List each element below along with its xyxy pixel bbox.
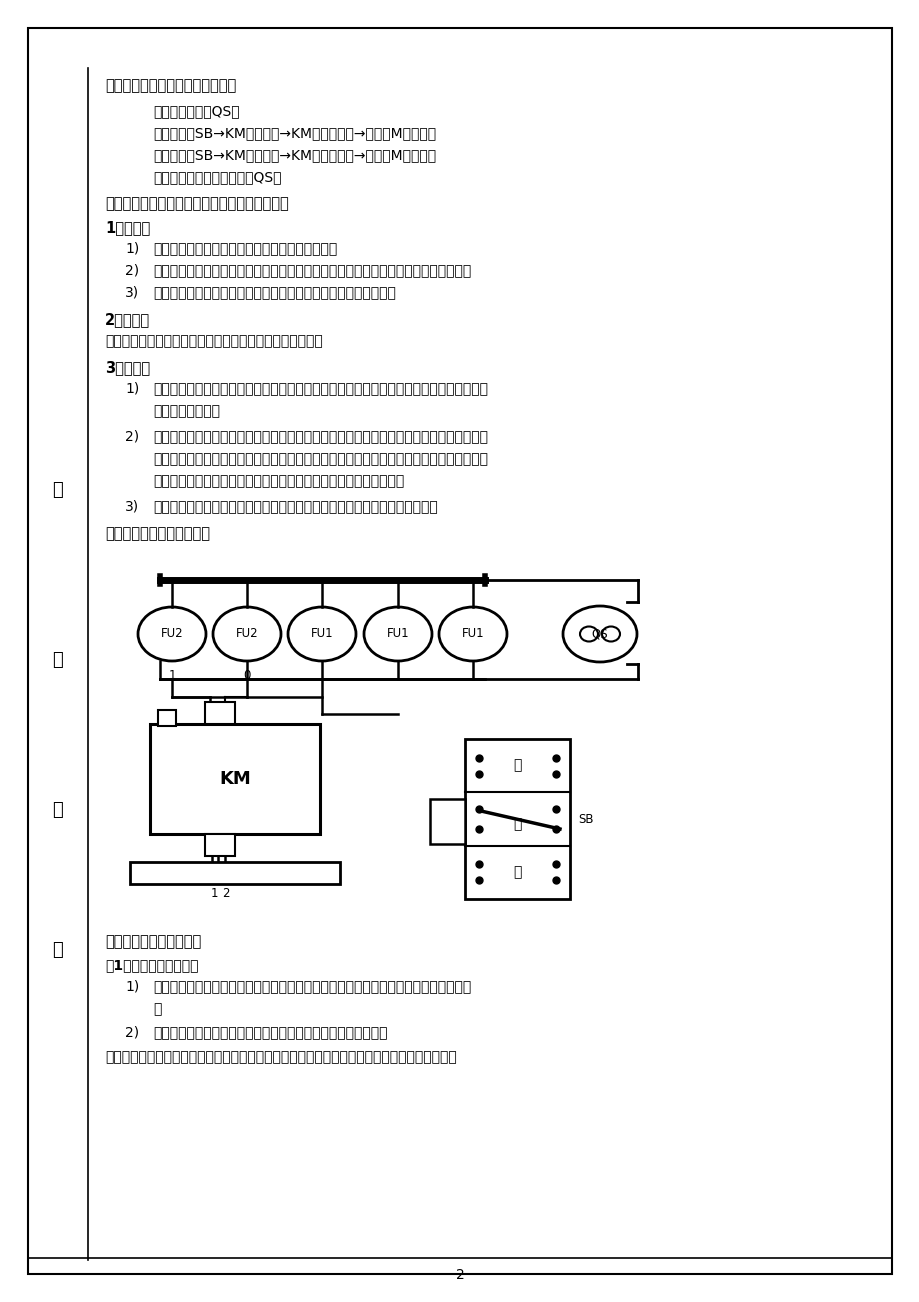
Text: 过: 过	[52, 801, 63, 819]
Text: 1): 1)	[125, 242, 139, 256]
Text: 程: 程	[52, 941, 63, 960]
Text: 各元件的安装位置应整齐、匀称，间距合理，便于元件的更换。: 各元件的安装位置应整齐、匀称，间距合理，便于元件的更换。	[153, 1026, 387, 1040]
Text: 三、点动正转控制线路工作原理：: 三、点动正转控制线路工作原理：	[105, 78, 236, 92]
Text: 黑: 黑	[513, 816, 521, 831]
Text: 接线图中的导线有单根导线、导线组、电缆等之分，可用连续或中断线表示。: 接线图中的导线有单根导线、导线组、电缆等之分，可用连续或中断线表示。	[153, 500, 437, 514]
Text: 1、电路图: 1、电路图	[105, 220, 150, 234]
Text: 2): 2)	[125, 264, 139, 279]
Text: FU2: FU2	[235, 628, 258, 641]
Text: 电气设备和电器元件的相对位置、文字符号、端子号、导线号、导线类型、导线截面积、屏: 电气设备和电器元件的相对位置、文字符号、端子号、导线号、导线类型、导线截面积、屏	[153, 381, 487, 396]
Bar	[429, 799, 464, 844]
Text: 停止：松开SB→KM线圈失电→KM主触头分断→电动机M失电停转: 停止：松开SB→KM线圈失电→KM主触头分断→电动机M失电停转	[153, 148, 436, 161]
Ellipse shape	[562, 605, 636, 661]
Text: 所有的电气设备和电器元件都应按其所在的实际位置绘制在图纸上，且同一电器的各元件应: 所有的电气设备和电器元件都应按其所在的实际位置绘制在图纸上，且同一电器的各元件应	[153, 430, 487, 444]
Text: 停止使用时，断开电源开关QS。: 停止使用时，断开电源开关QS。	[153, 171, 281, 184]
Text: 3): 3)	[125, 500, 139, 514]
Text: QS: QS	[591, 628, 607, 641]
Text: 3): 3)	[125, 286, 139, 299]
Ellipse shape	[213, 607, 280, 661]
Text: 2: 2	[455, 1268, 464, 1282]
Text: 1: 1	[168, 669, 176, 682]
Text: 电路图一般分电源电路、主电路和辅助电路三部分: 电路图一般分电源电路、主电路和辅助电路三部分	[153, 242, 337, 256]
Text: 2: 2	[222, 887, 230, 900]
Ellipse shape	[138, 607, 206, 661]
Bar	[158, 710, 176, 727]
Text: FU1: FU1	[461, 628, 483, 641]
Text: 紧固各元件时，用力要均匀，紧固程度适当。在紧固熔断器、接触器等易碎元件时，应该用手按: 紧固各元件时，用力要均匀，紧固程度适当。在紧固熔断器、接触器等易碎元件时，应该用…	[105, 1049, 456, 1064]
Ellipse shape	[288, 607, 356, 661]
Text: 先合上电源开关QS。: 先合上电源开关QS。	[153, 104, 239, 118]
Text: 1): 1)	[125, 381, 139, 396]
Text: 各电器的文字符号，必须与电路图和接线图的标注相一致。: 各电器的文字符号，必须与电路图和接线图的标注相一致。	[105, 335, 323, 348]
Text: 3、接线图: 3、接线图	[105, 359, 150, 375]
Text: 四、绘制、识读电路图、布置图和接线图的原则: 四、绘制、识读电路图、布置图和接线图的原则	[105, 197, 289, 211]
Text: 2): 2)	[125, 430, 139, 444]
Bar	[464, 740, 570, 898]
Ellipse shape	[601, 626, 619, 642]
Text: 学: 学	[52, 651, 63, 669]
Text: FU2: FU2	[161, 628, 183, 641]
Ellipse shape	[364, 607, 432, 661]
Text: 2、布置图: 2、布置图	[105, 312, 150, 327]
Text: 2): 2)	[125, 1026, 139, 1040]
Text: 蔽和导线绞合等。: 蔽和导线绞合等。	[153, 404, 220, 418]
Text: FU1: FU1	[386, 628, 409, 641]
Text: FU1: FU1	[311, 628, 333, 641]
Ellipse shape	[579, 626, 597, 642]
Text: 教: 教	[52, 480, 63, 499]
Text: 电路图中，电器元件不画实际的外形图，而应采用国家统一规定的电气图形符号表示。: 电路图中，电器元件不画实际的外形图，而应采用国家统一规定的电气图形符号表示。	[153, 264, 471, 279]
Text: 1: 1	[210, 887, 218, 900]
Text: SB: SB	[577, 812, 593, 825]
Text: 六、安装步骤及工艺要求: 六、安装步骤及工艺要求	[105, 934, 201, 949]
Ellipse shape	[438, 607, 506, 661]
Text: 红: 红	[513, 866, 521, 879]
Text: （1）安装元件工艺要求: （1）安装元件工艺要求	[105, 958, 199, 973]
Text: 端: 端	[153, 1003, 161, 1016]
Bar	[205, 702, 234, 724]
Bar	[130, 862, 340, 884]
Text: 绿: 绿	[513, 759, 521, 772]
Bar	[150, 724, 320, 835]
Text: KM: KM	[219, 769, 251, 788]
Text: 0: 0	[243, 669, 250, 682]
Text: 断路器、熔断器的受电端子应安装在控制板的外侧，并确熔断器的受电端为底座的中心: 断路器、熔断器的受电端子应安装在控制板的外侧，并确熔断器的受电端为底座的中心	[153, 980, 471, 993]
Text: 1): 1)	[125, 980, 139, 993]
Bar	[205, 835, 234, 855]
Text: 五、电力拖动板安装参考图: 五、电力拖动板安装参考图	[105, 526, 210, 542]
Text: 启动：按下SB→KM线圈得电→KM主触头闭合→电动机M启动运转: 启动：按下SB→KM线圈得电→KM主触头闭合→电动机M启动运转	[153, 126, 436, 141]
Text: 根据其实际结构，使用与电路图相同的图形符号画在一起，并用点画线框上，其文字符号以: 根据其实际结构，使用与电路图相同的图形符号画在一起，并用点画线框上，其文字符号以	[153, 452, 487, 466]
Text: 电路图采用电路编号法，即对电路中的各个接点用字母或数字编号: 电路图采用电路编号法，即对电路中的各个接点用字母或数字编号	[153, 286, 395, 299]
Text: 及接线端子的编号应与电路图中的标注相一致，以便对照检查接线。: 及接线端子的编号应与电路图中的标注相一致，以便对照检查接线。	[153, 474, 403, 488]
